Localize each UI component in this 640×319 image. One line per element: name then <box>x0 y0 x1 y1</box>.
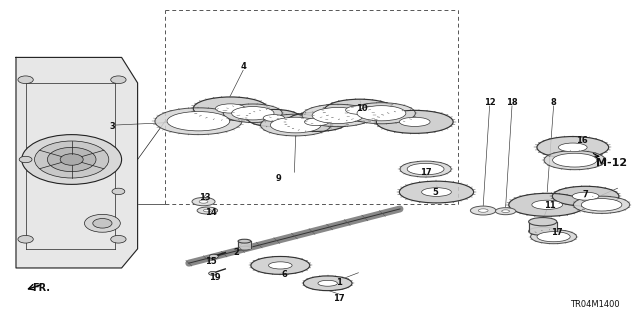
Ellipse shape <box>346 106 374 115</box>
Text: 13: 13 <box>199 193 211 202</box>
Ellipse shape <box>573 196 630 213</box>
Ellipse shape <box>286 112 348 131</box>
Ellipse shape <box>199 200 208 203</box>
Circle shape <box>47 147 96 172</box>
Text: 14: 14 <box>205 208 217 217</box>
Circle shape <box>209 271 216 275</box>
Ellipse shape <box>544 151 605 170</box>
Ellipse shape <box>260 114 331 136</box>
Ellipse shape <box>495 208 516 215</box>
Circle shape <box>111 76 126 84</box>
Polygon shape <box>238 241 251 248</box>
Text: 8: 8 <box>551 98 556 107</box>
Ellipse shape <box>192 197 215 206</box>
Circle shape <box>18 76 33 84</box>
Ellipse shape <box>400 161 451 177</box>
Circle shape <box>35 141 109 178</box>
Ellipse shape <box>312 108 364 123</box>
Circle shape <box>209 254 218 259</box>
Text: FR.: FR. <box>33 283 51 293</box>
Ellipse shape <box>422 188 451 197</box>
Circle shape <box>60 154 83 165</box>
Ellipse shape <box>318 280 337 286</box>
Ellipse shape <box>251 256 310 274</box>
Text: 18: 18 <box>506 98 518 107</box>
Ellipse shape <box>399 181 474 203</box>
Ellipse shape <box>223 104 282 122</box>
Ellipse shape <box>529 218 557 226</box>
Ellipse shape <box>559 143 587 152</box>
Ellipse shape <box>238 246 251 250</box>
Ellipse shape <box>305 118 329 126</box>
Text: 2: 2 <box>234 248 240 256</box>
Ellipse shape <box>269 262 292 269</box>
Text: 17: 17 <box>333 294 345 303</box>
Text: 3: 3 <box>109 122 115 130</box>
Ellipse shape <box>509 193 586 216</box>
Ellipse shape <box>324 99 395 121</box>
Circle shape <box>18 235 33 243</box>
Ellipse shape <box>348 103 415 124</box>
Ellipse shape <box>478 209 488 212</box>
Ellipse shape <box>270 117 321 133</box>
Text: 17: 17 <box>420 168 431 177</box>
Ellipse shape <box>502 210 509 212</box>
Ellipse shape <box>303 276 352 291</box>
Text: 19: 19 <box>209 273 220 282</box>
Ellipse shape <box>470 206 496 215</box>
Text: 7: 7 <box>583 190 588 199</box>
Text: 1: 1 <box>336 278 342 287</box>
Ellipse shape <box>537 232 570 242</box>
Ellipse shape <box>232 107 274 120</box>
Ellipse shape <box>552 153 597 167</box>
Polygon shape <box>16 57 138 268</box>
Ellipse shape <box>263 115 285 122</box>
Text: M-12: M-12 <box>596 158 627 168</box>
Ellipse shape <box>531 230 577 244</box>
Ellipse shape <box>238 239 251 243</box>
Text: 15: 15 <box>205 257 217 266</box>
Ellipse shape <box>167 112 230 131</box>
Ellipse shape <box>193 97 268 120</box>
Ellipse shape <box>357 106 406 121</box>
Ellipse shape <box>197 207 218 214</box>
Ellipse shape <box>529 227 557 235</box>
Text: 16: 16 <box>577 136 588 145</box>
Ellipse shape <box>399 117 430 126</box>
Text: 11: 11 <box>545 201 556 210</box>
Ellipse shape <box>204 209 211 212</box>
Text: 6: 6 <box>282 270 288 279</box>
Polygon shape <box>529 222 557 231</box>
Ellipse shape <box>407 163 444 175</box>
Ellipse shape <box>247 109 301 127</box>
Circle shape <box>19 156 32 163</box>
Ellipse shape <box>155 108 242 135</box>
Text: 9: 9 <box>276 174 281 183</box>
Ellipse shape <box>552 186 619 206</box>
Ellipse shape <box>537 137 609 158</box>
Circle shape <box>93 219 112 228</box>
Ellipse shape <box>532 200 563 209</box>
Text: 10: 10 <box>356 104 367 113</box>
Ellipse shape <box>581 199 622 211</box>
Ellipse shape <box>572 192 599 200</box>
Circle shape <box>22 135 122 184</box>
Ellipse shape <box>302 104 374 127</box>
Circle shape <box>112 188 125 195</box>
Circle shape <box>111 235 126 243</box>
Ellipse shape <box>216 104 245 113</box>
Text: TR04M1400: TR04M1400 <box>570 300 620 309</box>
Ellipse shape <box>376 110 453 133</box>
Circle shape <box>84 214 120 232</box>
Text: 4: 4 <box>240 63 246 71</box>
Text: 17: 17 <box>551 228 563 237</box>
Text: 12: 12 <box>484 98 495 107</box>
Text: 5: 5 <box>432 189 438 197</box>
